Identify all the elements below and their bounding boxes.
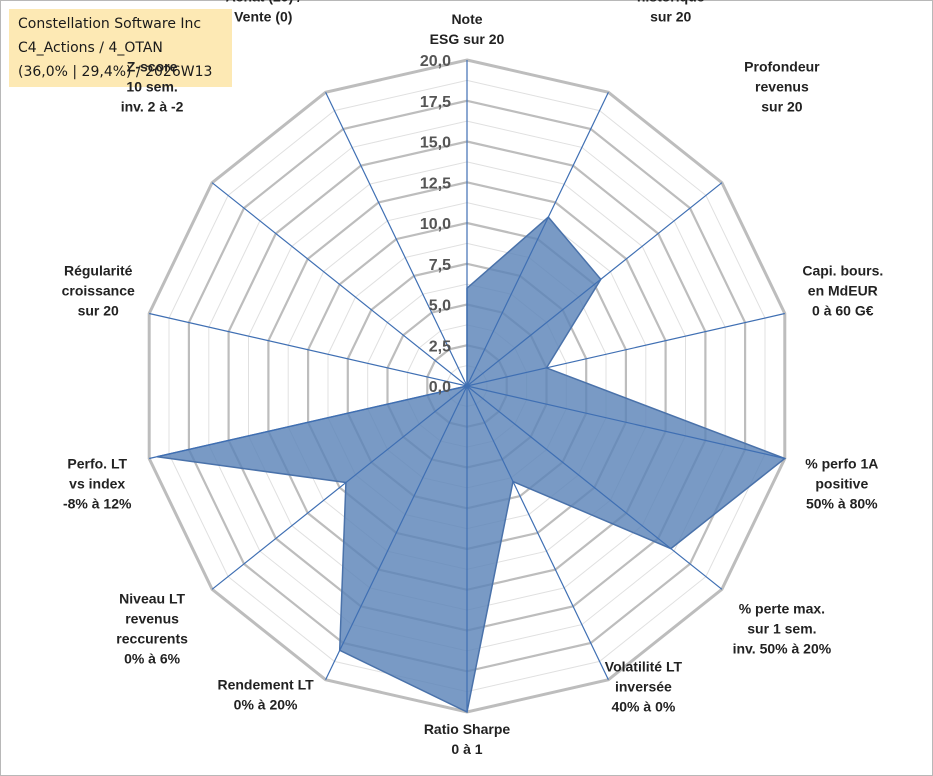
tick-label: 20,0 [420, 53, 451, 70]
category-label: Vente (0) [234, 8, 292, 24]
category-label: Capi. bours. [802, 263, 883, 279]
category-label: % perte max. [739, 600, 825, 616]
category-label: Niveau LT [119, 590, 185, 606]
tick-label: 2,5 [429, 338, 451, 355]
category-labels: Note ESG sur 20 Profondeur historique sur 20… [62, 0, 884, 757]
category-label: revenus [755, 79, 809, 95]
category-label: reccurents [116, 630, 188, 646]
category-label: 0 à 1 [451, 741, 482, 757]
stats-week: (36,0% | 29,4%) / 2026W13 [18, 64, 213, 80]
category-label: 0 à 60 G€ [812, 303, 874, 319]
tick-label: 0,0 [429, 379, 451, 396]
portfolio-path: C4_Actions / 4_OTAN [18, 40, 163, 56]
chart-title-box: Constellation Software Inc C4_Actions / … [9, 9, 232, 87]
category-label: inv. 2 à -2 [121, 99, 184, 115]
category-label: sur 20 [650, 8, 691, 24]
category-label: inversée [615, 679, 672, 695]
data-series [156, 216, 787, 714]
category-label: en MdEUR [808, 283, 878, 299]
axis-spoke [466, 385, 609, 680]
category-label: Z-score [127, 59, 178, 75]
axis-spoke [466, 385, 723, 590]
category-label: sur 20 [78, 303, 119, 319]
tick-label: 15,0 [420, 135, 451, 152]
category-label: historique [637, 0, 705, 4]
category-label: vs index [69, 476, 125, 492]
category-label: Volatilité LT [605, 659, 683, 675]
category-label: Ratio Sharpe [424, 721, 511, 737]
axis-spokes [149, 60, 785, 712]
axis-spoke [149, 385, 468, 460]
category-label: -8% à 12% [63, 496, 132, 512]
category-label: Profondeur [744, 59, 820, 75]
axis-spoke [211, 385, 468, 590]
category-label: 10 sem. [126, 79, 177, 95]
category-label: Perfo. LT [67, 456, 127, 472]
category-label: positive [815, 476, 868, 492]
category-label: Achat (20) / [226, 0, 302, 4]
category-label: revenus [125, 610, 179, 626]
axis-spoke [466, 312, 785, 387]
axis-spoke [466, 385, 785, 460]
axis-spoke [211, 182, 468, 387]
category-label: ESG sur 20 [430, 31, 505, 47]
tick-label: 5,0 [429, 298, 451, 315]
tick-label: 7,5 [429, 257, 451, 274]
category-label: 0% à 6% [124, 650, 181, 666]
category-label: sur 20 [761, 99, 802, 115]
category-label: 50% à 80% [806, 496, 878, 512]
series-area [156, 216, 787, 714]
tick-label: 10,0 [420, 216, 451, 233]
category-label: 40% à 0% [611, 699, 675, 715]
category-label: Rendement LT [217, 677, 314, 693]
tick-label: 17,5 [420, 94, 451, 111]
company-name: Constellation Software Inc [18, 16, 202, 32]
category-label: Note [451, 11, 482, 27]
category-label: Régularité [64, 263, 133, 279]
axis-spoke [149, 312, 468, 387]
axis-spoke [325, 385, 468, 680]
category-label: sur 1 sem. [747, 620, 816, 636]
axis-spoke [466, 92, 609, 387]
category-label: % perfo 1A [805, 456, 878, 472]
category-label: croissance [62, 283, 135, 299]
axis-spoke [325, 92, 468, 387]
axis-spoke [466, 182, 723, 387]
tick-label: 12,5 [420, 175, 451, 192]
category-label: inv. 50% à 20% [733, 640, 832, 656]
category-label: 0% à 20% [234, 697, 298, 713]
tick-labels: 0,0 2,5 5,0 7,5 10,0 12,5 15,0 17,5 20,0 [420, 53, 451, 396]
